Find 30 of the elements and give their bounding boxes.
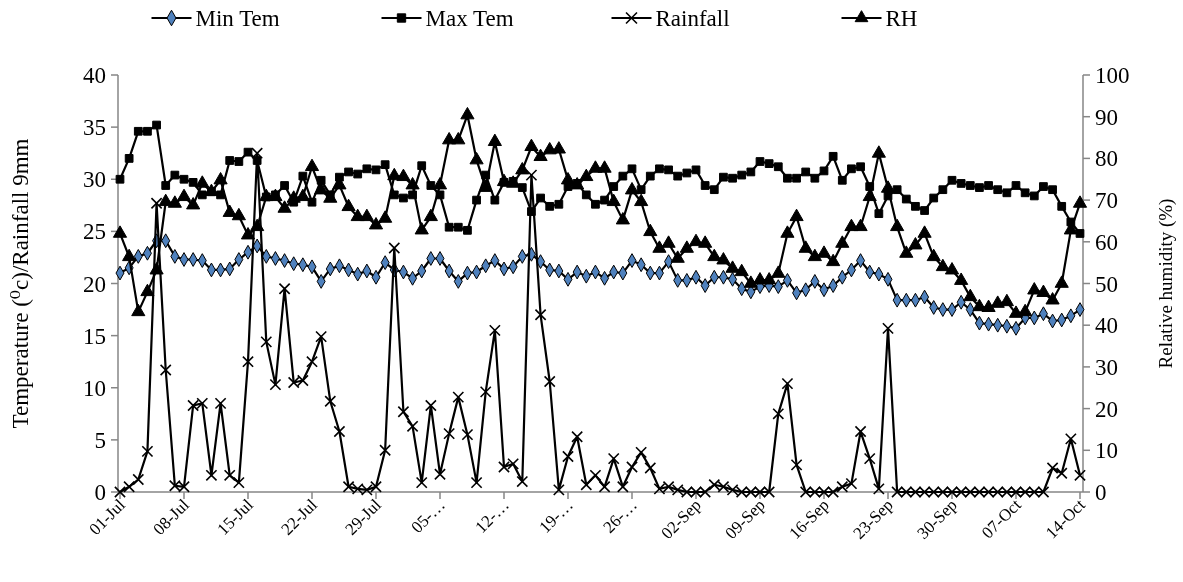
- y-tick-label: 25: [83, 219, 106, 245]
- y2-tick-label: 20: [1095, 396, 1118, 422]
- legend-label: Min Tem: [195, 6, 280, 32]
- y2-tick-label: 0: [1095, 480, 1107, 506]
- y-tick-label: 10: [83, 375, 106, 401]
- y2-tick-label: 90: [1095, 104, 1118, 130]
- x-tick-label: 05-…: [407, 495, 449, 537]
- y-tick-label: 40: [83, 63, 106, 89]
- y2-tick-label: 40: [1095, 313, 1118, 339]
- y2-axis-title: Relative humidity (%): [1155, 198, 1177, 369]
- x-tick-label: 26-…: [599, 495, 641, 537]
- y-axis-title: Temperature (⁰c)/Rainfall 9mm: [8, 138, 33, 429]
- y2-tick-label: 60: [1095, 229, 1118, 255]
- y2-tick-label: 30: [1095, 354, 1118, 380]
- legend-label: Max Tem: [425, 6, 514, 32]
- x-tick-label: 12-…: [471, 495, 513, 537]
- y2-tick-label: 80: [1095, 146, 1118, 172]
- x-tick-label: 19-…: [535, 495, 577, 537]
- y-tick-label: 5: [94, 427, 106, 453]
- legend-label: Rainfall: [655, 6, 730, 32]
- y2-tick-label: 50: [1095, 271, 1118, 297]
- legend-label: RH: [885, 6, 918, 32]
- y-tick-label: 30: [83, 167, 106, 193]
- y2-tick-label: 70: [1095, 188, 1118, 214]
- y-tick-label: 20: [83, 271, 106, 297]
- y2-tick-label: 100: [1095, 63, 1130, 89]
- y2-tick-label: 10: [1095, 438, 1118, 464]
- y-tick-label: 0: [94, 480, 106, 506]
- y-tick-label: 35: [83, 115, 106, 141]
- y-tick-label: 15: [83, 323, 106, 349]
